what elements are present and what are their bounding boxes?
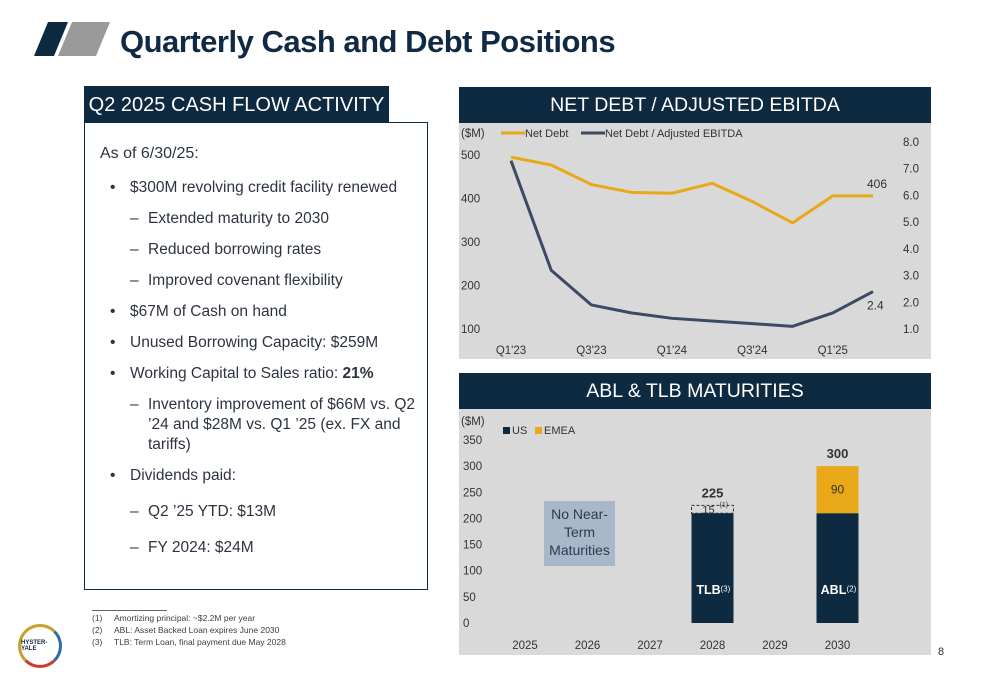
y-right-tick-label: 6.0: [903, 190, 919, 202]
x-tick-label: Q1'23: [496, 345, 526, 357]
maturities-chart-area: ($M) 0 50 100 150 200 250 300 350 2025 2026 2027 202…: [459, 409, 931, 655]
maturities-chart: ($M) 0 50 100 150 200 250 300 350 2025 2026 2027 202…: [461, 416, 859, 652]
no-maturities-label-line: Maturities: [549, 542, 610, 558]
y-axis-unit-label: ($M): [461, 416, 485, 428]
y-tick-label: 0: [463, 618, 469, 630]
y-left-tick-label: 500: [461, 150, 480, 162]
net-debt-line: [510, 155, 873, 225]
maturities-header: ABL & TLB MATURITIES: [459, 373, 931, 409]
sub-bullet-inventory: Inventory improvement of $66M vs. Q2 ’24…: [108, 395, 418, 455]
x-tick-label: 2027: [637, 640, 663, 652]
x-tick-label: Q3'23: [576, 345, 606, 357]
no-maturities-label-line: Term: [564, 524, 595, 540]
y-axis-unit-label: ($M): [461, 128, 485, 140]
bar-segment-us-2028: [691, 513, 734, 623]
abl-bar-label: ABL: [821, 583, 847, 597]
x-tick-label: 2026: [575, 640, 601, 652]
sub-bullet-covenant: Improved covenant flexibility: [108, 271, 418, 291]
y-right-tick-label: 8.0: [903, 137, 919, 149]
y-left-tick-label: 300: [461, 237, 480, 249]
y-tick-label: 250: [463, 487, 482, 499]
ratio-end-label: 2.4: [867, 299, 884, 313]
footnote-1: (1) Amortizing principal: ~$2.2M per year: [92, 613, 256, 623]
bullet-capacity: Unused Borrowing Capacity: $259M: [108, 333, 418, 353]
tlb-bar-note: (3): [721, 585, 731, 594]
no-maturities-box: [544, 501, 615, 566]
emea-segment-label: 90: [831, 483, 845, 497]
footnote-2: (2) ABL: Asset Backed Loan expires June 2…: [92, 625, 280, 635]
y-right-tick-label: 2.0: [903, 297, 919, 309]
y-right-tick-label: 7.0: [903, 164, 919, 176]
net-debt-chart-area: ($M) 100 200 300 400 500 1.0 2.0 3.0 4.0 5.0 6.0 7.0…: [459, 123, 931, 359]
footnote-rule: [92, 610, 167, 611]
bullet-cash: $67M of Cash on hand: [108, 302, 418, 322]
footnotes: (1) Amortizing principal: ~$2.2M per year…: [92, 612, 286, 648]
net-debt-header: NET DEBT / ADJUSTED EBITDA: [459, 87, 931, 123]
bullet-revolver: $300M revolving credit facility renewed: [108, 178, 418, 198]
x-tick-label: Q1'24: [657, 345, 688, 357]
x-tick-label: 2030: [825, 640, 851, 652]
x-tick-label: 2028: [700, 640, 726, 652]
sub-bullet-rates: Reduced borrowing rates: [108, 240, 418, 260]
y-left-tick-label: 100: [461, 324, 480, 336]
title-accent-icon: [34, 22, 110, 56]
bar-total-label: 225: [702, 485, 724, 500]
legend-us-label: US: [512, 425, 527, 437]
x-tick-label: Q3'24: [737, 345, 768, 357]
legend-net-debt-label: Net Debt: [525, 128, 568, 140]
no-maturities-label-line: No Near-: [551, 506, 608, 522]
bar-total-label: 300: [827, 446, 849, 461]
sub-bullet-maturity: Extended maturity to 2030: [108, 209, 418, 229]
bar-segment-amortization-2028: [691, 504, 734, 514]
x-tick-label: 2029: [762, 640, 788, 652]
y-tick-label: 200: [463, 513, 482, 525]
y-right-tick-label: 4.0: [903, 244, 919, 256]
y-tick-label: 100: [463, 566, 482, 578]
dashed-segment-note: (1): [720, 502, 729, 509]
y-tick-label: 150: [463, 540, 482, 552]
page-number: 8: [938, 646, 945, 658]
legend-emea-label: EMEA: [544, 425, 576, 437]
y-right-tick-label: 5.0: [903, 217, 919, 229]
bar-segment-emea-2030: [816, 466, 859, 514]
bullet-dividends: Dividends paid:: [108, 466, 418, 486]
cash-flow-header: Q2 2025 CASH FLOW ACTIVITY: [84, 86, 389, 124]
abl-bar-note: (2): [847, 585, 857, 594]
bar-segment-us-2030: [816, 513, 859, 623]
footnote-3: (3) TLB: Term Loan, final payment due May…: [92, 637, 286, 647]
y-tick-label: 300: [463, 461, 482, 473]
y-tick-label: 50: [463, 592, 476, 604]
as-of-date: As of 6/30/25:: [100, 145, 199, 162]
page-title: Quarterly Cash and Debt Positions: [120, 24, 616, 59]
y-left-tick-label: 400: [461, 194, 480, 206]
y-right-tick-label: 3.0: [903, 271, 919, 283]
legend-us-swatch: [503, 427, 510, 434]
net-debt-chart: ($M) 100 200 300 400 500 1.0 2.0 3.0 4.0 5.0 6.0 7.0…: [461, 128, 919, 357]
working-capital-label: Working Capital to Sales ratio:: [130, 365, 343, 382]
legend-ratio-label: Net Debt / Adjusted EBITDA: [605, 128, 743, 140]
working-capital-value: 21%: [342, 365, 374, 382]
y-tick-label: 350: [463, 435, 482, 447]
dashed-segment-label: 15: [702, 505, 714, 517]
tlb-bar-label: TLB: [696, 583, 720, 597]
y-right-tick-label: 1.0: [903, 324, 919, 336]
y-left-tick-label: 200: [461, 281, 480, 293]
legend-emea-swatch: [535, 427, 542, 434]
x-tick-label: Q1'25: [818, 345, 848, 357]
net-debt-end-label: 406: [867, 177, 887, 191]
bullet-working-capital: Working Capital to Sales ratio: 21%: [108, 364, 418, 384]
company-logo-icon: HYSTER-YALE: [18, 624, 62, 668]
sub-bullet-ytd: Q2 ’25 YTD: $13M: [108, 502, 418, 522]
sub-bullet-fy: FY 2024: $24M: [108, 538, 418, 558]
cash-flow-bullets: $300M revolving credit facility renewed …: [108, 178, 418, 569]
ratio-line: [509, 160, 874, 328]
x-tick-label: 2025: [512, 640, 538, 652]
